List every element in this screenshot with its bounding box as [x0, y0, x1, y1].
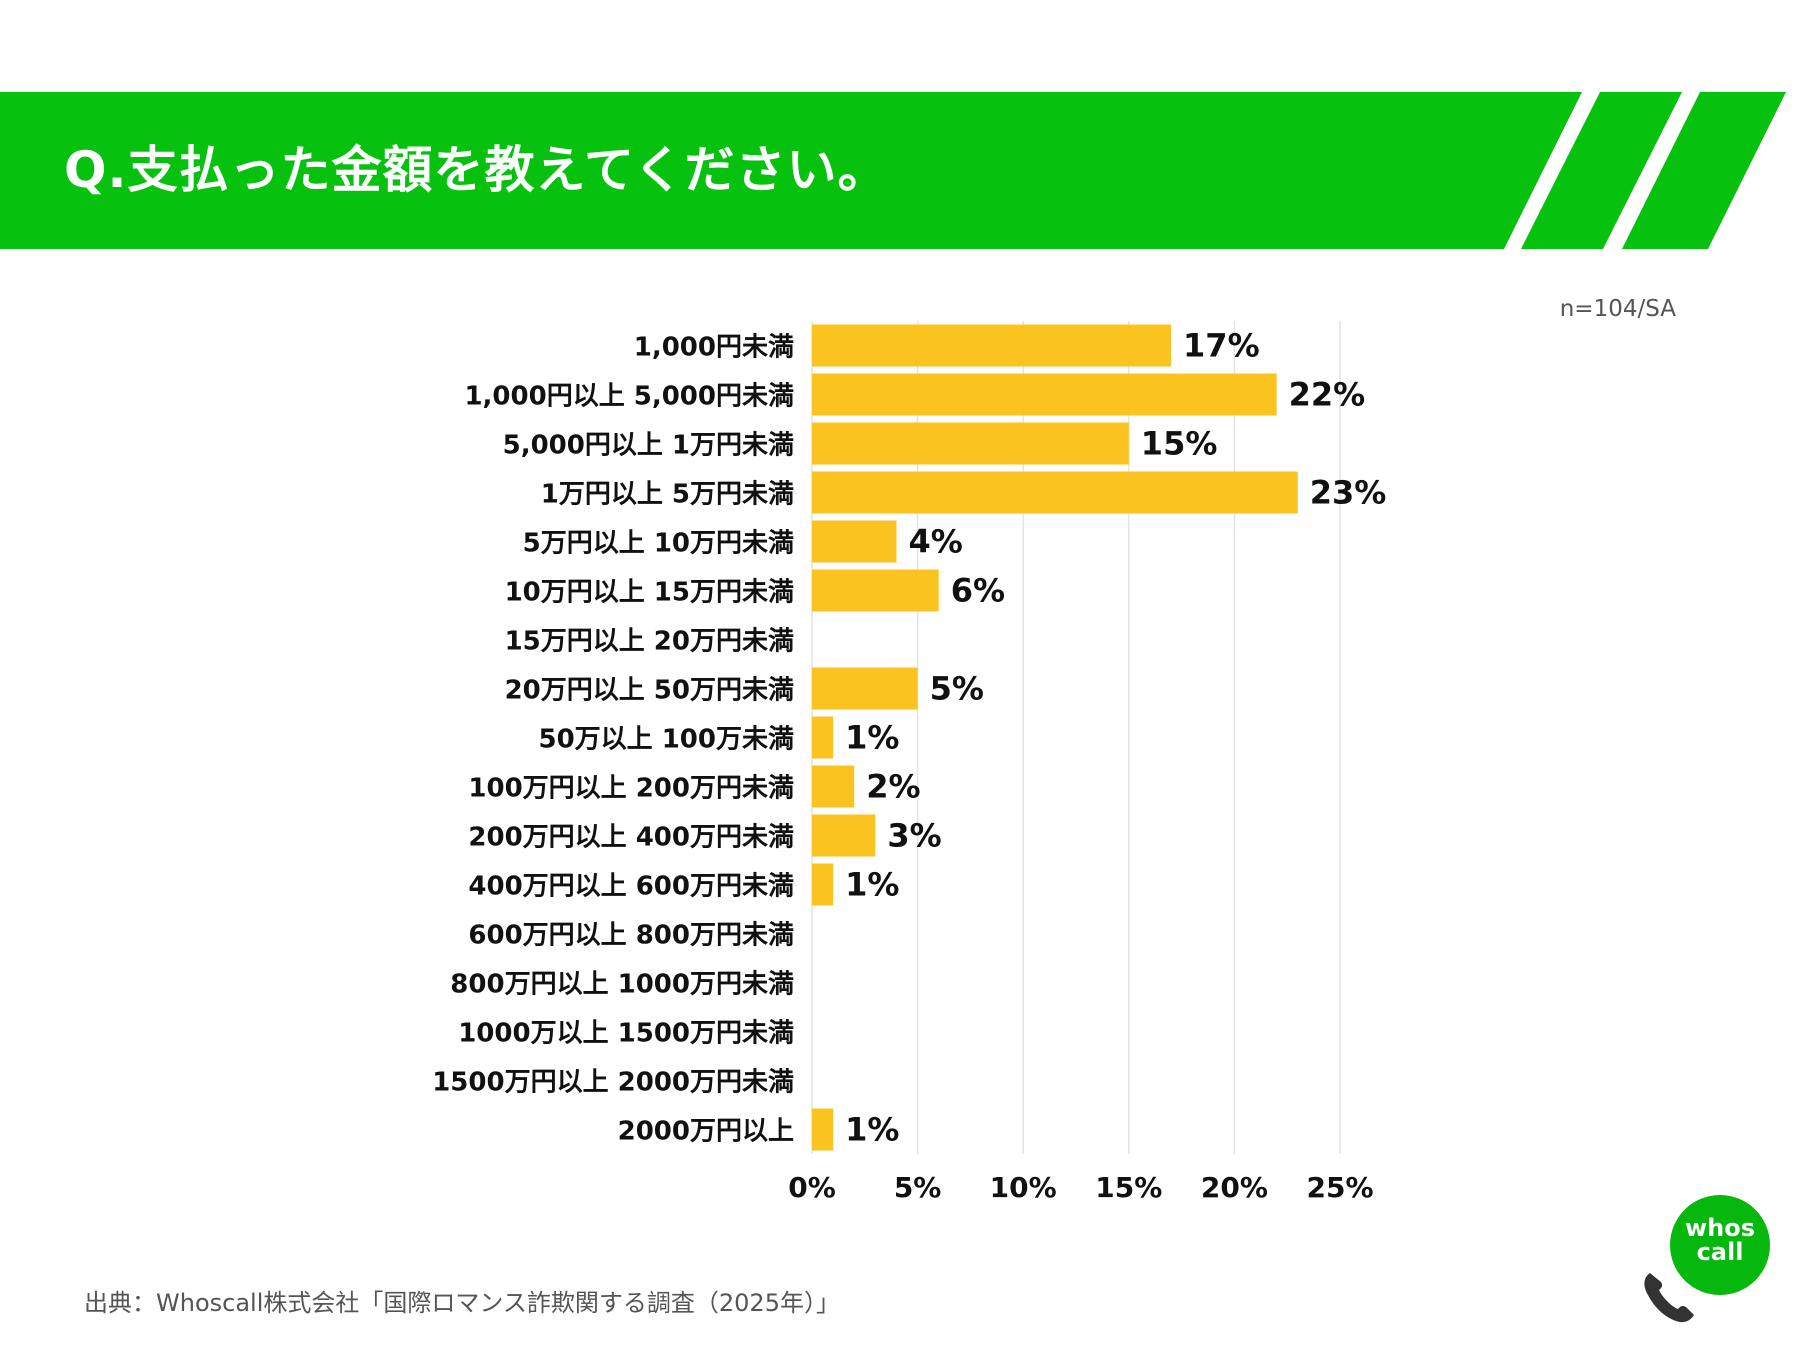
data-label: 2%	[866, 768, 920, 806]
category-labels: 1,000円未満 1,000円以上 5,000円未満 5,000円以上 1万円未満 1…	[432, 333, 794, 1147]
category-label: 100万円以上 200万円未満	[468, 774, 794, 804]
category-label: 800万円以上 1000万円未満	[450, 970, 794, 1000]
category-label: 10万円以上 15万円未満	[505, 578, 794, 608]
x-tick-label: 5%	[894, 1171, 942, 1204]
bar	[812, 569, 939, 612]
bars	[812, 324, 1298, 1151]
bar	[812, 520, 897, 563]
data-label: 15%	[1141, 425, 1218, 463]
header-banner: Q.支払った金額を教えてください。	[0, 92, 1800, 249]
data-label: 3%	[887, 817, 941, 855]
category-label: 50万以上 100万未満	[538, 725, 794, 755]
category-label: 1,000円未満	[634, 333, 794, 363]
data-label: 6%	[951, 572, 1005, 610]
data-label: 4%	[908, 523, 962, 561]
x-tick-label: 20%	[1201, 1171, 1268, 1204]
source-citation: 出典：Whoscall株式会社「国際ロマンス詐欺関する調査（2025年）」	[84, 1289, 840, 1317]
category-label: 5,000円以上 1万円未満	[503, 431, 794, 461]
x-tick-label: 10%	[990, 1171, 1057, 1204]
category-label: 1000万以上 1500万円未満	[458, 1019, 794, 1049]
bar	[812, 863, 834, 906]
data-label: 1%	[845, 866, 899, 904]
x-tick-label: 0%	[788, 1171, 836, 1204]
bar	[812, 422, 1129, 465]
bar	[812, 471, 1298, 514]
x-tick-label: 25%	[1306, 1171, 1373, 1204]
data-label: 22%	[1289, 376, 1366, 414]
logo-bubble	[1670, 1195, 1770, 1295]
logo-text-line1: whos	[1684, 1214, 1756, 1242]
header-background	[0, 92, 1786, 249]
data-label: 17%	[1183, 327, 1260, 365]
logo-text: whos call	[1670, 1216, 1770, 1264]
header-stripe-2	[1622, 92, 1786, 249]
header-main-band	[0, 92, 1582, 249]
category-label: 600万円以上 800万円未満	[468, 921, 794, 951]
bar	[812, 667, 918, 710]
data-labels: 17% 22% 15% 23% 4% 6% 5% 1% 2% 3% 1% 1%	[845, 327, 1386, 1149]
whoscall-logo: whos call	[1640, 1195, 1780, 1325]
page-title: Q.支払った金額を教えてください。	[64, 141, 889, 199]
category-label: 5万円以上 10万円未満	[523, 529, 794, 559]
category-label: 1500万円以上 2000万円未満	[432, 1068, 794, 1098]
data-label: 5%	[930, 670, 984, 708]
bar	[812, 373, 1277, 416]
x-tick-label: 15%	[1095, 1171, 1162, 1204]
bar	[812, 716, 834, 759]
category-label: 200万円以上 400万円未満	[468, 823, 794, 853]
x-axis-ticks: 0% 5% 10% 15% 20% 25%	[788, 1171, 1373, 1204]
data-label: 23%	[1310, 474, 1387, 512]
data-label: 1%	[845, 719, 899, 757]
category-label: 400万円以上 600万円未満	[468, 872, 794, 902]
bar	[812, 765, 855, 808]
category-label: 20万円以上 50万円未満	[505, 676, 794, 706]
bar	[812, 1108, 834, 1151]
logo-text-line2: call	[1696, 1238, 1744, 1266]
category-label: 2000万円以上	[618, 1117, 794, 1147]
bar	[812, 324, 1172, 367]
category-label: 15万円以上 20万円未満	[505, 627, 794, 657]
phone-icon	[1644, 1273, 1694, 1323]
data-label: 1%	[845, 1111, 899, 1149]
category-label: 1,000円以上 5,000円未満	[464, 382, 794, 412]
sample-size-note: n=104/SA	[1559, 296, 1676, 322]
category-label: 1万円以上 5万円未満	[541, 480, 794, 510]
header-stripe-1	[1521, 92, 1682, 249]
bar	[812, 814, 876, 857]
